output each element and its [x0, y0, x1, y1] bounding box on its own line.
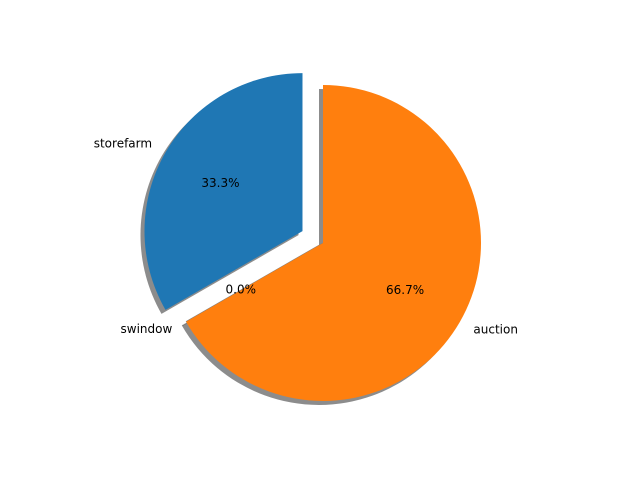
percent-label-swindow: 0.0% [226, 283, 257, 297]
slice-label-auction: auction [473, 323, 518, 337]
slice-label-storefarm: storefarm [94, 137, 152, 151]
pie-slice-storefarm [144, 73, 303, 310]
slice-label-swindow: swindow [121, 322, 173, 336]
pie-slice-swindow [185, 242, 324, 323]
percent-label-auction: 66.7% [386, 283, 424, 297]
percent-label-storefarm: 33.3% [201, 176, 239, 190]
slices [144, 73, 482, 402]
labels: storefarm 33.3% swindow 0.0% auction 66.7% [94, 137, 518, 337]
pie-slice-auction [186, 85, 482, 402]
